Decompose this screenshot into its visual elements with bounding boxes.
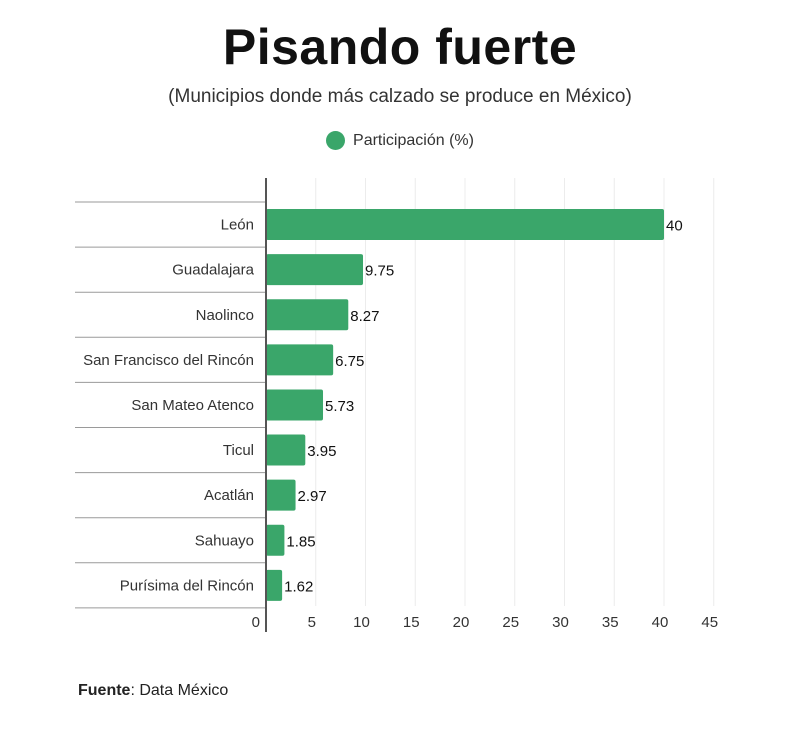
data-label: 8.27: [350, 308, 379, 325]
source-note: Fuente: Data México: [78, 682, 228, 700]
data-label: 3.95: [307, 443, 336, 460]
category-label: Sahuayo: [195, 532, 254, 549]
x-tick-label: 35: [602, 614, 619, 631]
x-tick-label: 10: [353, 614, 370, 631]
category-label: Acatlán: [204, 487, 254, 504]
legend-swatch: [326, 131, 346, 150]
data-label: 5.73: [325, 398, 354, 415]
source-label: Fuente: [78, 682, 131, 699]
data-label: 1.85: [286, 533, 315, 550]
bar: [266, 524, 285, 556]
data-label: 1.62: [284, 578, 313, 595]
bar: [266, 344, 334, 376]
category-label: San Mateo Atenco: [131, 397, 254, 414]
source-text: : Data México: [130, 682, 229, 699]
chart-title: Pisando fuerte: [222, 19, 578, 75]
bar: [266, 209, 664, 241]
x-tick-label: 30: [552, 614, 569, 631]
bar: [266, 434, 306, 466]
category-label: León: [221, 217, 254, 234]
x-tick-label: 45: [701, 614, 718, 631]
category-label: Ticul: [223, 442, 254, 459]
x-tick-label: 15: [403, 614, 420, 631]
data-label: 2.97: [298, 488, 327, 505]
bar: [266, 479, 296, 511]
x-tick-label: 40: [652, 614, 669, 631]
category-label: Purísima del Rincón: [120, 577, 254, 594]
legend: Participación (%): [0, 131, 800, 150]
bar: [266, 254, 364, 286]
category-label: San Francisco del Rincón: [83, 352, 254, 369]
chart-subtitle: (Municipios donde más calzado se produce…: [168, 86, 632, 107]
category-label: Naolinco: [196, 307, 254, 324]
data-label: 9.75: [365, 263, 394, 280]
bar: [266, 299, 349, 331]
category-label: Guadalajara: [172, 262, 254, 279]
x-tick-label: 5: [308, 614, 316, 631]
x-tick-label: 25: [502, 614, 519, 631]
x-tick-label: 0: [252, 614, 260, 631]
bar: [266, 569, 283, 601]
data-label: 40: [666, 218, 683, 235]
bar: [266, 389, 324, 421]
legend-label: Participación (%): [353, 131, 474, 149]
x-tick-label: 20: [453, 614, 470, 631]
data-label: 6.75: [335, 353, 364, 370]
